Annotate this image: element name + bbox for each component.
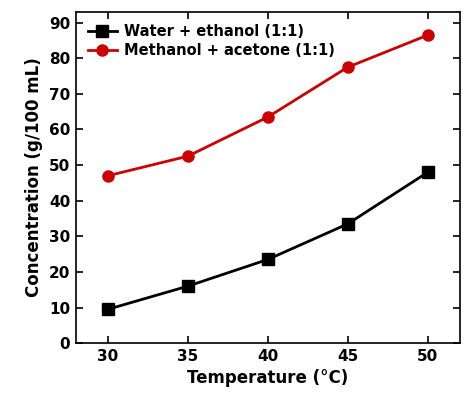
Water + ethanol (1:1) [185, 284, 191, 288]
Methanol + acetone (1:1) [185, 154, 191, 158]
Water + ethanol (1:1) [265, 257, 271, 262]
Water + ethanol (1:1) [425, 170, 430, 175]
Methanol + acetone (1:1) [425, 33, 430, 38]
Y-axis label: Concentration (g/100 mL): Concentration (g/100 mL) [25, 58, 43, 297]
Line: Methanol + acetone (1:1): Methanol + acetone (1:1) [102, 30, 433, 181]
Methanol + acetone (1:1) [345, 65, 351, 69]
Methanol + acetone (1:1) [105, 174, 110, 178]
X-axis label: Temperature (°C): Temperature (°C) [187, 369, 348, 387]
Legend: Water + ethanol (1:1), Methanol + acetone (1:1): Water + ethanol (1:1), Methanol + aceton… [83, 19, 339, 62]
Water + ethanol (1:1) [345, 221, 351, 226]
Water + ethanol (1:1) [105, 307, 110, 312]
Line: Water + ethanol (1:1): Water + ethanol (1:1) [102, 167, 433, 315]
Methanol + acetone (1:1) [265, 115, 271, 119]
